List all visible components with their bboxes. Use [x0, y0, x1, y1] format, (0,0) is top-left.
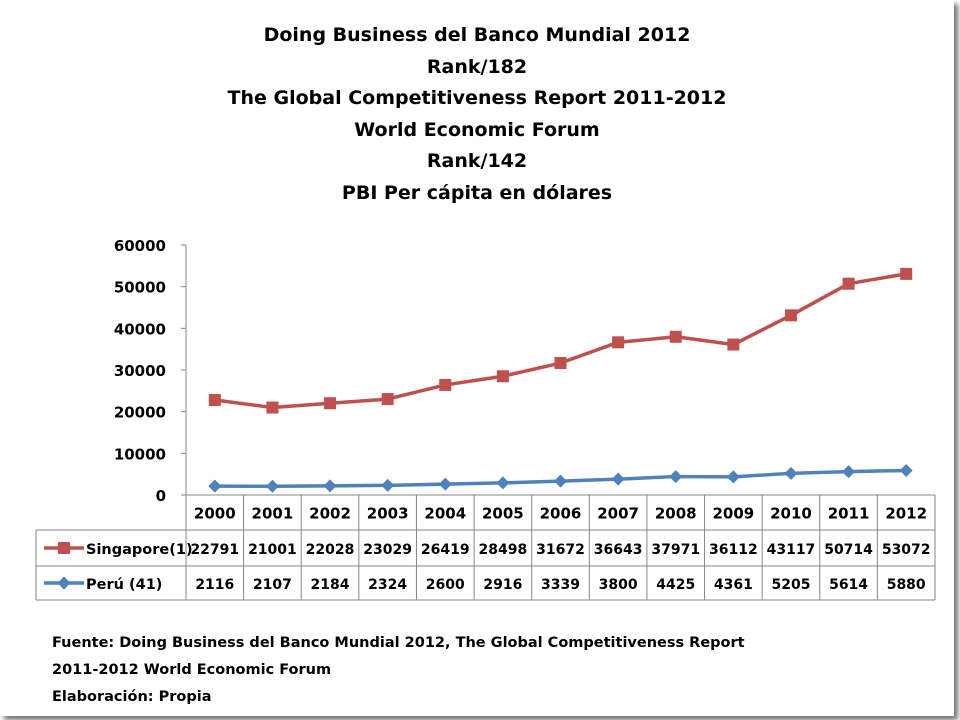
table-value-cell: 50714 [824, 542, 873, 558]
legend-key-marker [57, 576, 71, 590]
table-value-cell: 5880 [887, 577, 926, 593]
data-point-peru [265, 479, 279, 493]
x-category-label: 2006 [540, 505, 582, 523]
data-point-peru [726, 470, 740, 484]
data-point-peru [496, 476, 510, 490]
table-value-cell: 4425 [656, 577, 695, 593]
data-point-peru [381, 478, 395, 492]
y-tick-label: 30000 [114, 362, 166, 380]
legend-key-marker [58, 542, 70, 554]
x-category-label: 2012 [885, 505, 927, 523]
x-category-label: 2002 [309, 505, 351, 523]
table-value-cell: 37971 [651, 542, 700, 558]
y-tick-label: 10000 [114, 445, 166, 463]
data-point-singapore [324, 397, 337, 410]
x-category-label: 2004 [424, 505, 466, 523]
x-category-label: 2009 [712, 505, 754, 523]
x-category-label: 2001 [252, 505, 294, 523]
legend-series-name: Perú (41) [86, 577, 162, 593]
x-category-label: 2011 [828, 505, 870, 523]
x-category-label: 2007 [597, 505, 639, 523]
data-point-singapore [900, 267, 913, 280]
y-tick-label: 0 [156, 487, 166, 505]
source-note: Fuente: Doing Business del Banco Mundial… [52, 630, 745, 711]
title-line-6: PBI Per cápita en dólares [341, 181, 613, 204]
x-category-label: 2010 [770, 505, 812, 523]
title-line-5: Rank/142 [426, 150, 528, 172]
data-point-singapore [554, 357, 567, 370]
table-value-cell: 2324 [368, 577, 407, 593]
data-point-peru [554, 474, 567, 488]
table-value-cell: 2184 [311, 577, 350, 593]
title-line-4: World Economic Forum [354, 118, 600, 141]
table-value-cell: 21001 [248, 542, 297, 558]
data-point-singapore [381, 393, 394, 406]
data-point-singapore [496, 370, 509, 383]
data-point-singapore [784, 309, 797, 322]
table-value-cell: 2116 [195, 577, 234, 593]
footer-line-2: 2011-2012 World Economic Forum [52, 662, 332, 678]
y-tick-label: 20000 [114, 404, 166, 422]
data-point-peru [611, 472, 625, 486]
data-point-singapore [266, 401, 279, 414]
table-value-cell: 2107 [253, 577, 292, 593]
table-value-cell: 5614 [829, 577, 868, 593]
footer-line-3: Elaboración: Propia [52, 689, 212, 705]
data-point-singapore [439, 378, 452, 391]
x-category-label: 2000 [194, 505, 236, 523]
table-value-cell: 22028 [306, 542, 355, 558]
legend-series-name: Singapore(1) [86, 542, 193, 558]
y-tick-label: 40000 [114, 320, 166, 338]
x-category-label: 2008 [655, 505, 697, 523]
table-value-cell: 23029 [363, 542, 412, 558]
table-value-cell: 3800 [599, 577, 638, 593]
data-point-singapore [208, 394, 221, 407]
footer-line-1: Fuente: Doing Business del Banco Mundial… [52, 635, 745, 651]
y-tick-label: 50000 [114, 279, 166, 297]
table-value-cell: 28498 [479, 542, 528, 558]
table-value-cell: 3339 [541, 577, 580, 593]
table-value-cell: 43117 [767, 542, 816, 558]
title-line-1: Doing Business del Banco Mundial 2012 [263, 24, 691, 46]
table-value-cell: 53072 [882, 542, 931, 558]
data-point-peru [208, 479, 222, 493]
data-point-singapore [612, 336, 625, 349]
table-value-cell: 4361 [714, 577, 753, 593]
x-category-label: 2005 [482, 505, 524, 523]
table-value-cell: 5205 [771, 577, 810, 593]
table-value-cell: 26419 [421, 542, 470, 558]
title-line-2: Rank/182 [426, 55, 528, 78]
table-value-cell: 31672 [536, 542, 585, 558]
table-value-cell: 2600 [426, 577, 465, 593]
data-point-singapore [727, 338, 740, 351]
data-point-peru [438, 477, 452, 491]
data-point-peru [323, 479, 337, 493]
chart-title: Doing Business del Banco Mundial 2012 Ra… [0, 20, 954, 209]
y-tick-label: 60000 [114, 237, 166, 255]
x-category-label: 2003 [367, 505, 409, 523]
data-point-peru [669, 470, 683, 484]
data-point-peru [784, 466, 798, 480]
data-point-singapore [669, 330, 682, 343]
table-value-cell: 36643 [594, 542, 643, 558]
table-value-cell: 22791 [190, 542, 239, 558]
series-line-1 [214, 272, 907, 410]
table-value-cell: 2916 [483, 577, 522, 593]
data-point-singapore [842, 277, 855, 290]
data-point-peru [899, 464, 913, 477]
table-value-cell: 36112 [709, 542, 758, 558]
data-point-peru [842, 465, 856, 479]
title-line-3: The Global Competitiveness Report 2011-2… [227, 87, 727, 109]
